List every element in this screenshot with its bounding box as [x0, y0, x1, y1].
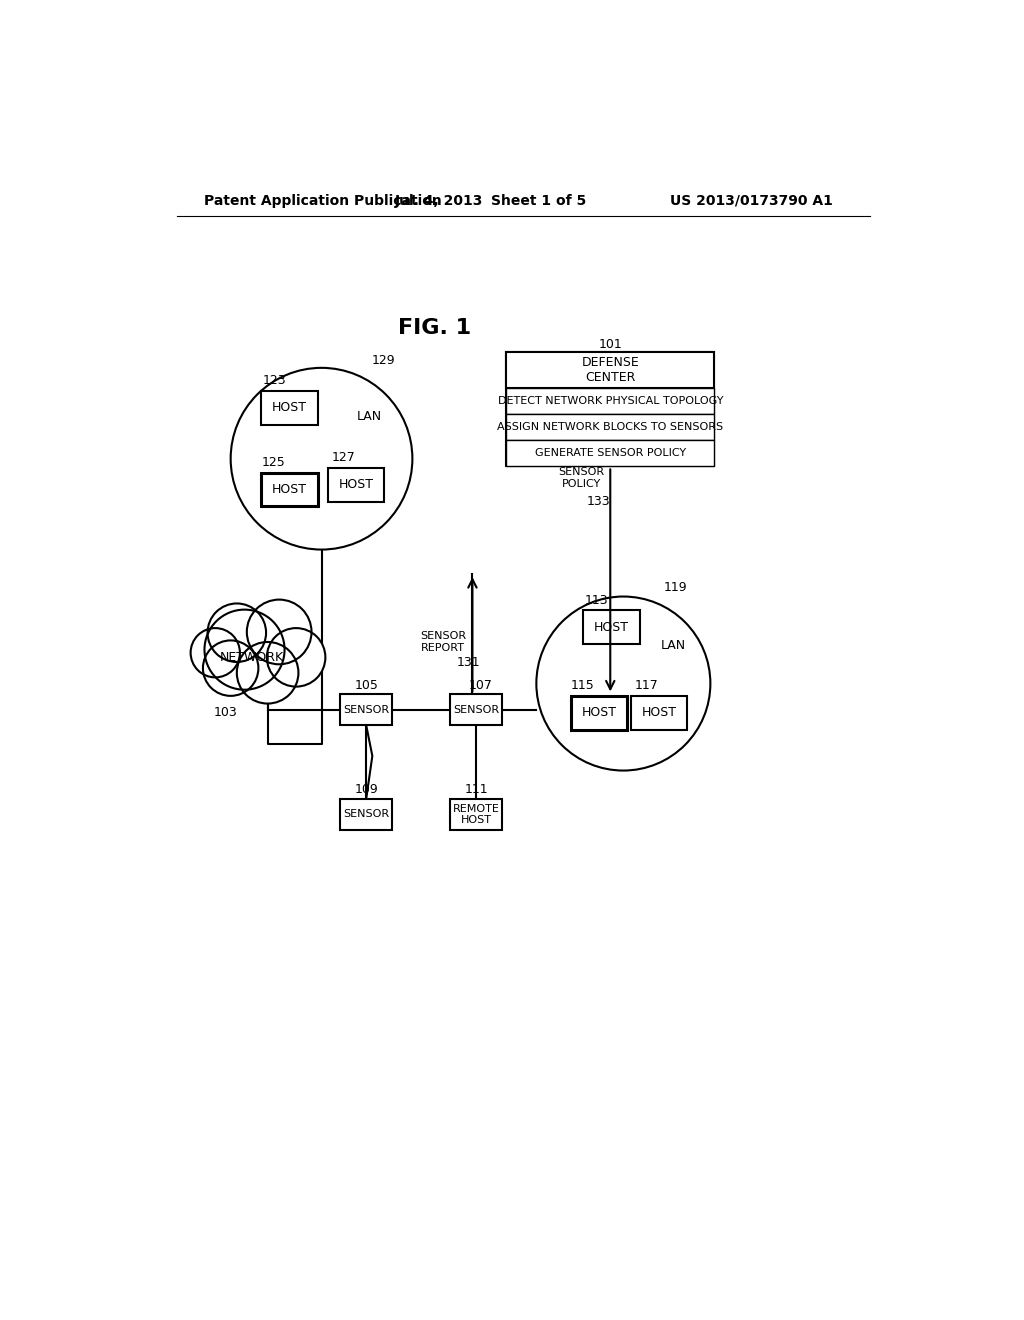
- Text: HOST: HOST: [642, 706, 677, 719]
- Text: SENSOR
REPORT: SENSOR REPORT: [420, 631, 466, 653]
- Text: FIG. 1: FIG. 1: [398, 318, 471, 338]
- Bar: [506, 414, 714, 441]
- Bar: [506, 441, 714, 466]
- Text: NETWORK: NETWORK: [220, 651, 285, 664]
- Text: Patent Application Publication: Patent Application Publication: [204, 194, 441, 207]
- Text: 127: 127: [332, 451, 355, 465]
- Circle shape: [537, 597, 711, 771]
- Text: US 2013/0173790 A1: US 2013/0173790 A1: [670, 194, 833, 207]
- Bar: [584, 610, 640, 644]
- Circle shape: [237, 642, 298, 704]
- Bar: [451, 694, 503, 725]
- Bar: [571, 696, 628, 730]
- Text: 129: 129: [372, 354, 395, 367]
- Circle shape: [208, 603, 266, 663]
- Bar: [261, 473, 317, 507]
- Text: SENSOR
POLICY: SENSOR POLICY: [558, 467, 604, 488]
- Text: HOST: HOST: [338, 478, 374, 491]
- Text: DEFENSE
CENTER: DEFENSE CENTER: [582, 356, 639, 384]
- Text: SENSOR: SENSOR: [343, 705, 389, 714]
- Bar: [506, 388, 714, 414]
- Text: HOST: HOST: [582, 706, 616, 719]
- Text: 109: 109: [354, 783, 378, 796]
- Bar: [261, 391, 317, 425]
- Text: HOST: HOST: [594, 620, 629, 634]
- Text: 119: 119: [664, 581, 687, 594]
- Text: HOST: HOST: [272, 483, 307, 496]
- Text: 123: 123: [263, 375, 287, 388]
- Text: 111: 111: [465, 783, 488, 796]
- Bar: [506, 352, 714, 466]
- Text: ASSIGN NETWORK BLOCKS TO SENSORS: ASSIGN NETWORK BLOCKS TO SENSORS: [498, 422, 723, 432]
- Text: 107: 107: [468, 678, 493, 692]
- Text: 103: 103: [214, 706, 238, 719]
- Text: 125: 125: [261, 455, 286, 469]
- Text: REMOTE
HOST: REMOTE HOST: [453, 804, 500, 825]
- Text: Jul. 4, 2013: Jul. 4, 2013: [394, 194, 482, 207]
- Text: 113: 113: [585, 594, 608, 607]
- Text: LAN: LAN: [356, 409, 382, 422]
- Circle shape: [203, 640, 258, 696]
- Text: Sheet 1 of 5: Sheet 1 of 5: [492, 194, 587, 207]
- Text: 133: 133: [587, 495, 610, 508]
- Bar: [506, 352, 714, 388]
- Bar: [328, 469, 384, 502]
- Bar: [451, 799, 503, 830]
- Circle shape: [247, 599, 311, 664]
- Text: DETECT NETWORK PHYSICAL TOPOLOGY: DETECT NETWORK PHYSICAL TOPOLOGY: [498, 396, 723, 407]
- Text: LAN: LAN: [660, 639, 686, 652]
- Text: 131: 131: [457, 656, 480, 669]
- Text: 115: 115: [571, 680, 595, 693]
- Text: SENSOR: SENSOR: [343, 809, 389, 820]
- Text: HOST: HOST: [272, 401, 307, 414]
- Bar: [340, 799, 392, 830]
- Text: 117: 117: [635, 680, 658, 693]
- Text: SENSOR: SENSOR: [454, 705, 500, 714]
- Circle shape: [230, 368, 413, 549]
- Circle shape: [190, 628, 240, 677]
- Circle shape: [267, 628, 326, 686]
- Text: 105: 105: [354, 678, 378, 692]
- Circle shape: [205, 610, 285, 689]
- Bar: [631, 696, 687, 730]
- Text: 101: 101: [598, 338, 623, 351]
- Bar: [340, 694, 392, 725]
- Text: GENERATE SENSOR POLICY: GENERATE SENSOR POLICY: [535, 449, 686, 458]
